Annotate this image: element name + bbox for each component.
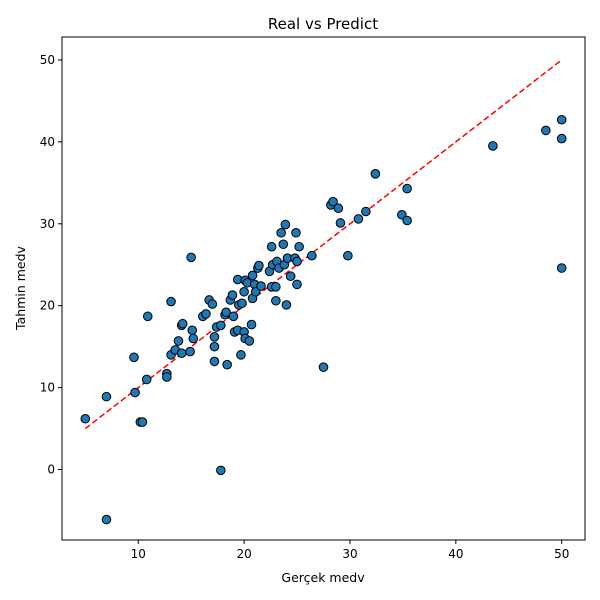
- scatter-point: [176, 348, 187, 359]
- scatter-point: [333, 203, 344, 214]
- x-tick-label: 30: [342, 547, 357, 561]
- scatter-point: [318, 362, 329, 372]
- scatter-point: [361, 206, 371, 217]
- scatter-point: [187, 325, 198, 336]
- scatter-point: [188, 333, 199, 344]
- x-axis-ticks: 10 20 30 40 50: [131, 540, 569, 561]
- scatter-point: [280, 219, 291, 230]
- scatter-point: [207, 299, 218, 309]
- scatter-point: [228, 311, 239, 322]
- scatter-point: [370, 169, 381, 179]
- scatter-point: [227, 290, 238, 300]
- scatter-point: [142, 311, 153, 322]
- scatter-point: [335, 218, 346, 228]
- plot-frame: [61, 36, 586, 541]
- scatter-point: [80, 413, 91, 424]
- x-axis-label: Gerçek medv: [281, 570, 365, 585]
- scatter-point: [353, 214, 364, 224]
- scatter-point: [556, 133, 567, 144]
- scatter-point: [209, 341, 220, 352]
- y-tick-label: 40: [40, 135, 55, 149]
- scatter-point: [254, 260, 264, 271]
- y-tick-label: 0: [47, 463, 55, 477]
- y-axis-ticks: 0 10 20 30 40 50: [40, 53, 62, 477]
- reference-line: [84, 59, 563, 430]
- chart-title: Real vs Predict: [268, 15, 378, 33]
- scatter-point: [222, 359, 232, 370]
- scatter-point: [281, 300, 292, 310]
- scatter-point: [101, 514, 112, 525]
- y-tick-label: 20: [40, 299, 55, 313]
- scatter-point: [276, 227, 286, 238]
- scatter-point: [271, 282, 281, 292]
- y-axis-label: Tahmin medv: [13, 245, 28, 330]
- scatter-point: [239, 286, 249, 297]
- scatter-point: [291, 227, 301, 238]
- scatter-point: [201, 309, 211, 319]
- scatter-point: [307, 250, 317, 261]
- scatter-point: [209, 356, 220, 367]
- scatter-point: [209, 332, 220, 342]
- y-tick-label: 30: [40, 217, 55, 231]
- scatter-point: [292, 279, 302, 290]
- scatter-point: [278, 239, 289, 250]
- scatter-point: [266, 241, 277, 252]
- scatter-point: [129, 352, 139, 363]
- scatter-point: [185, 346, 195, 357]
- x-tick-label: 20: [236, 547, 251, 561]
- x-tick-label: 40: [448, 547, 463, 561]
- scatter-point: [292, 256, 302, 267]
- x-tick-label: 10: [131, 547, 146, 561]
- scatter-point: [402, 215, 412, 226]
- scatter-point: [101, 391, 112, 402]
- scatter-point: [343, 250, 353, 261]
- scatter-point: [177, 318, 188, 329]
- scatter-point: [244, 336, 255, 346]
- scatter-point: [173, 336, 184, 346]
- scatter-point: [541, 125, 551, 136]
- scatter-point: [236, 350, 246, 360]
- x-tick-label: 50: [554, 547, 569, 561]
- scatter-point: [247, 270, 258, 281]
- scatter-point: [216, 320, 226, 331]
- scatter-point: [137, 417, 148, 427]
- scatter-point: [328, 196, 338, 207]
- scatter-point: [556, 114, 567, 125]
- scatter-point: [271, 295, 281, 306]
- scatter-point: [221, 307, 231, 318]
- y-tick-label: 50: [40, 53, 55, 67]
- scatter-point: [237, 298, 247, 309]
- scatter-point: [256, 281, 266, 291]
- scatter-point: [488, 141, 498, 151]
- scatter-point: [186, 252, 196, 263]
- scatter-point: [130, 387, 140, 398]
- scatter-point: [246, 319, 257, 330]
- scatter-point: [166, 296, 176, 307]
- scatter-point: [285, 271, 296, 282]
- data-points: [80, 114, 567, 525]
- scatter-point: [216, 465, 226, 476]
- scatter-point: [556, 263, 567, 273]
- y-tick-label: 10: [40, 381, 55, 395]
- scatter-point: [141, 374, 152, 385]
- scatter-point: [162, 372, 172, 382]
- scatter-point: [294, 241, 304, 252]
- scatter-point: [402, 183, 412, 194]
